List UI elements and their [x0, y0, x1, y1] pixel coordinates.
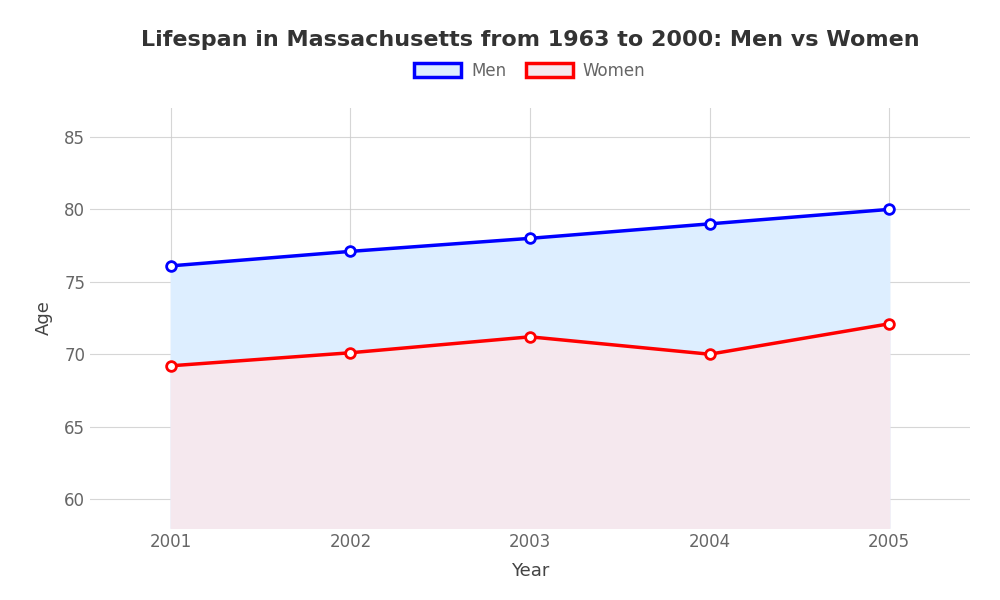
Title: Lifespan in Massachusetts from 1963 to 2000: Men vs Women: Lifespan in Massachusetts from 1963 to 2… — [141, 29, 919, 49]
X-axis label: Year: Year — [511, 562, 549, 580]
Legend: Men, Women: Men, Women — [414, 62, 646, 80]
Y-axis label: Age: Age — [35, 301, 53, 335]
